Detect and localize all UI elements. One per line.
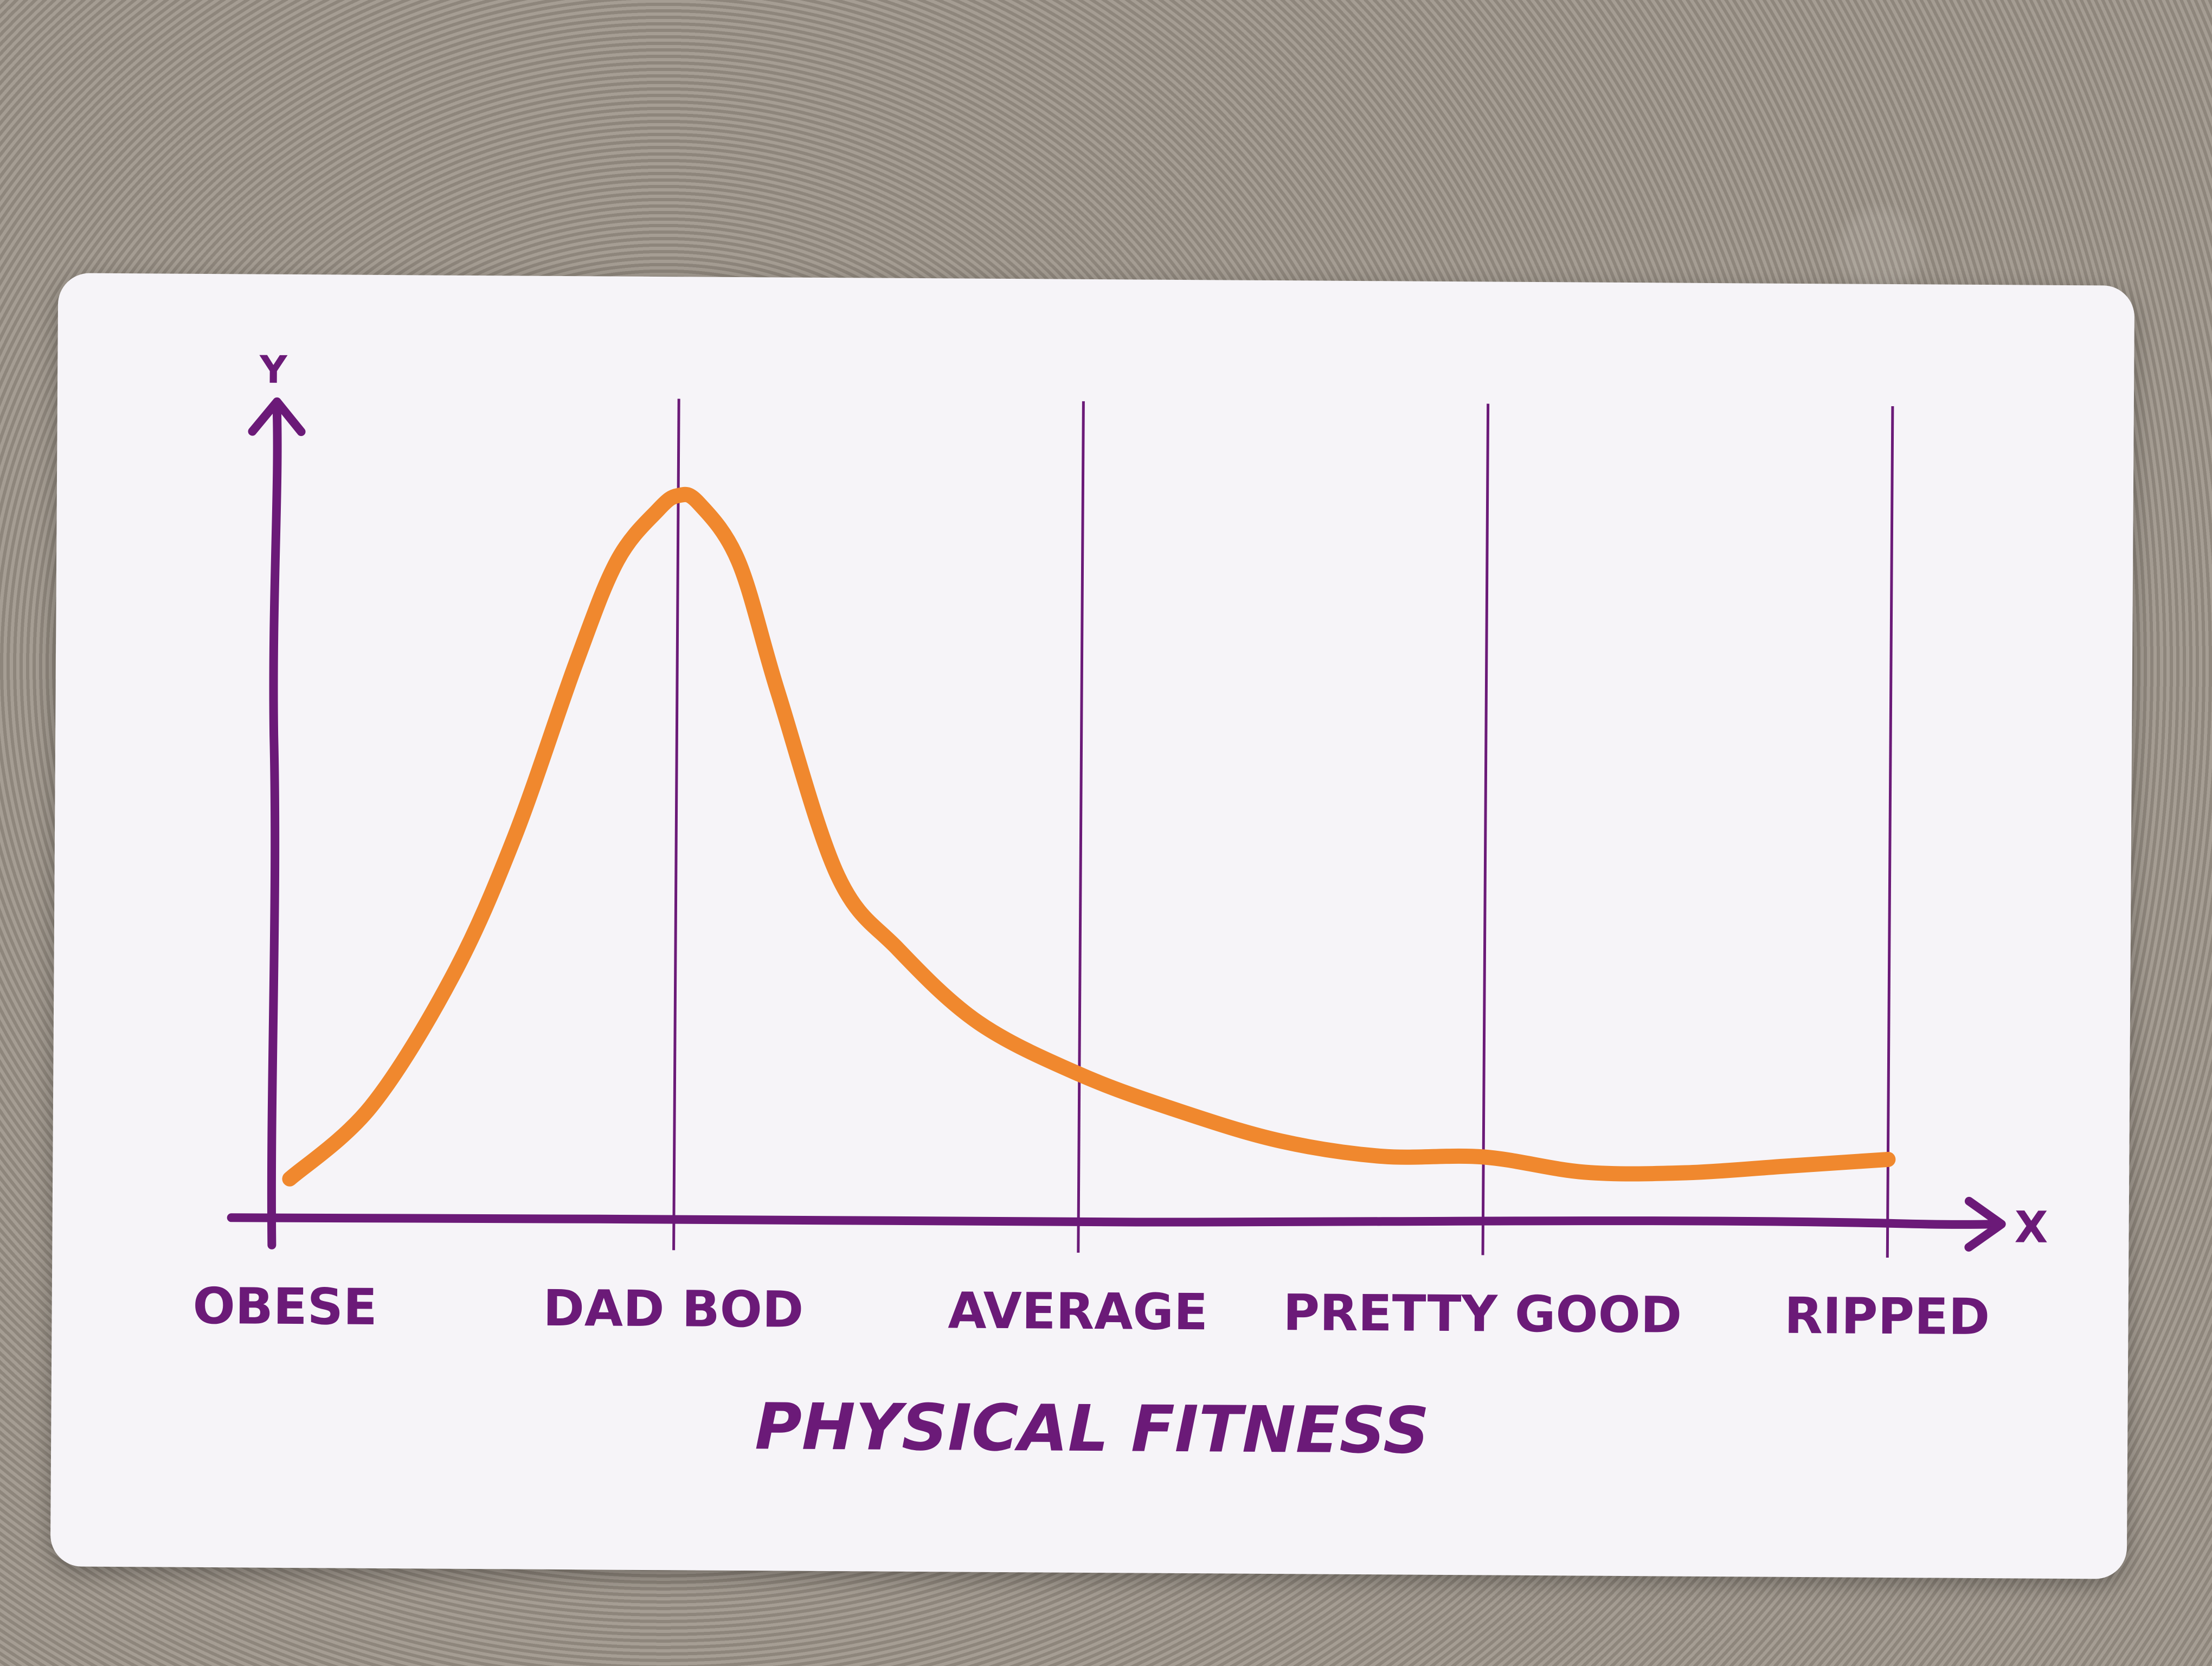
x-tick-label-dad-bod: DAD BOD bbox=[543, 1279, 803, 1339]
x-tick-label-ripped: RIPPED bbox=[1784, 1287, 1990, 1346]
x-tick-label-pretty-good: PRETTY GOOD bbox=[1283, 1284, 1682, 1344]
x-tick-labels: OBESE DAD BOD AVERAGE PRETTY GOOD RIPPED bbox=[192, 1277, 1990, 1346]
x-axis-title: PHYSICAL FITNESS bbox=[755, 1389, 1430, 1468]
x-axis-line bbox=[227, 1213, 2003, 1229]
chart-card: Y X OBESE DAD BOD AVERAGE PRETTY GOOD RIPPED… bbox=[50, 273, 2135, 1579]
y-axis-arrowhead bbox=[248, 397, 306, 437]
gridlines bbox=[672, 399, 1894, 1258]
y-axis-label: Y bbox=[259, 348, 288, 392]
gridline-dad-bod bbox=[672, 399, 680, 1251]
x-tick-label-obese: OBESE bbox=[192, 1277, 377, 1336]
x-axis-end-label: X bbox=[2015, 1202, 2048, 1252]
chart-svg: Y X OBESE DAD BOD AVERAGE PRETTY GOOD RIPPED… bbox=[192, 348, 2048, 1468]
y-axis-line bbox=[267, 405, 282, 1250]
gridline-pretty-good bbox=[1481, 403, 1490, 1255]
x-axis-arrowhead bbox=[1964, 1196, 2006, 1252]
x-tick-label-average: AVERAGE bbox=[948, 1281, 1208, 1341]
gridline-average bbox=[1077, 401, 1085, 1253]
series-line-0 bbox=[282, 486, 1896, 1187]
gridline-ripped bbox=[1886, 406, 1894, 1258]
axes: Y X bbox=[227, 348, 2048, 1253]
series-layer bbox=[282, 486, 1896, 1187]
